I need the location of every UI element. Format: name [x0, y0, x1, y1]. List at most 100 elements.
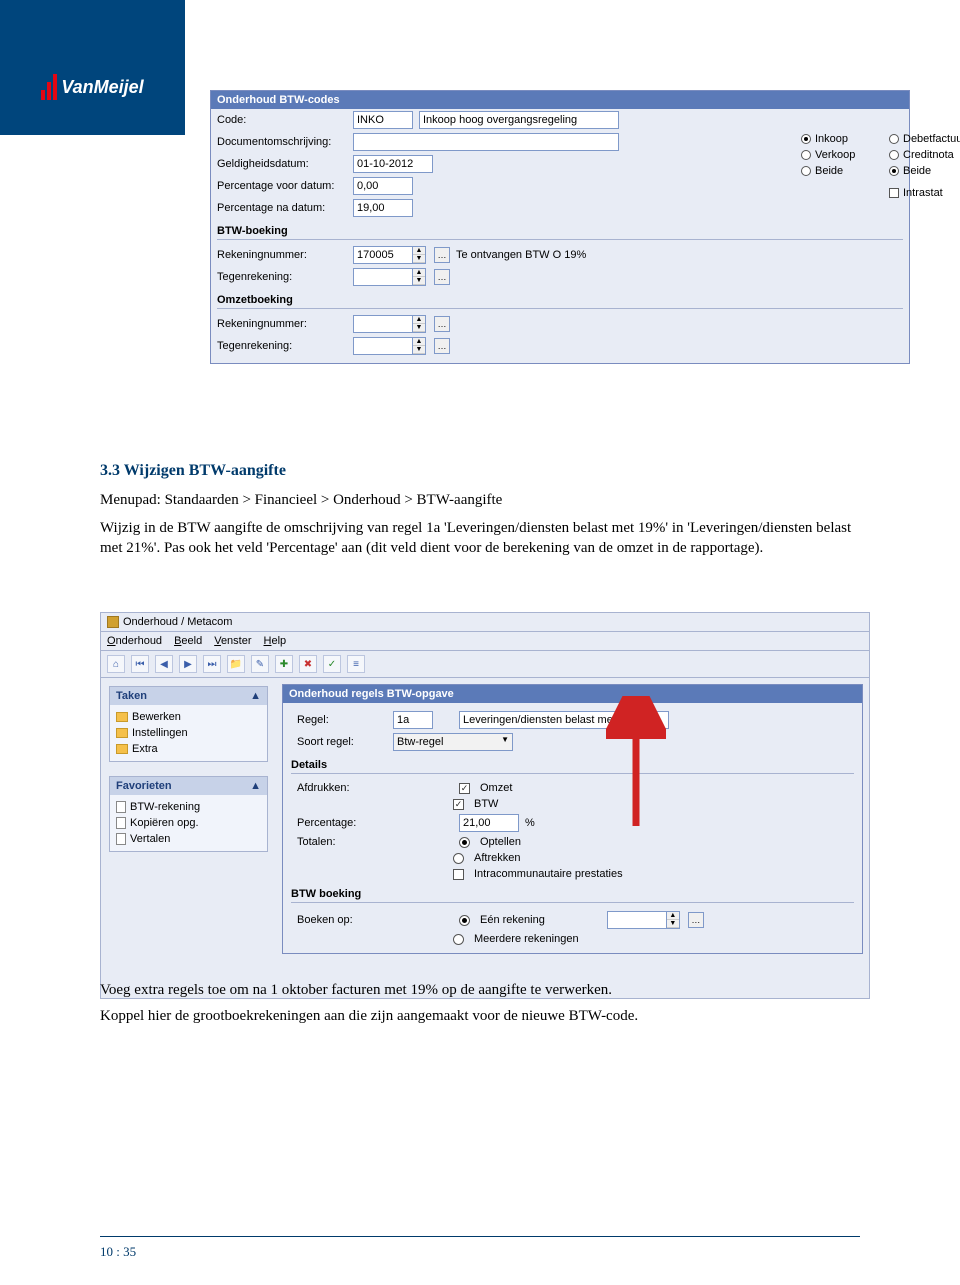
- subheader-btw-boeking: BTW-boeking: [211, 219, 909, 239]
- radio-meerdere-rekeningen[interactable]: [453, 934, 464, 945]
- stepper-up-icon[interactable]: ▲: [413, 247, 425, 255]
- input-code-desc[interactable]: [419, 111, 619, 129]
- input-documentomschrijving[interactable]: [353, 133, 619, 151]
- taken-item-extra[interactable]: Extra: [116, 741, 261, 757]
- input-btw-rekeningnummer[interactable]: [353, 246, 413, 264]
- paragraph-extra-regels: Voeg extra regels toe om na 1 oktober fa…: [100, 980, 870, 1000]
- select-soort-regel[interactable]: [393, 733, 513, 751]
- toolbar-next-icon[interactable]: ▶: [179, 655, 197, 673]
- collapse-icon[interactable]: ▲: [250, 690, 261, 702]
- page-number: 10 : 35: [100, 1244, 136, 1260]
- input-omzet-tegenrekening[interactable]: [353, 337, 413, 355]
- label-btw-rekeningnummer: Rekeningnummer:: [217, 249, 347, 261]
- logo-bars-icon: [41, 74, 57, 100]
- toolbar-home-icon[interactable]: ⌂: [107, 655, 125, 673]
- taken-item-bewerken[interactable]: Bewerken: [116, 709, 261, 725]
- subheader-btw-boeking2: BTW boeking: [291, 882, 854, 902]
- toolbar-open-icon[interactable]: 📁: [227, 655, 245, 673]
- label-afdrukken: Afdrukken:: [297, 782, 387, 794]
- input-boeken-rekening[interactable]: [607, 911, 667, 929]
- input-percentage[interactable]: [459, 814, 519, 832]
- checkbox-omzet[interactable]: [459, 783, 470, 794]
- fav-item-btw-rekening[interactable]: BTW-rekening: [116, 799, 261, 815]
- label-soort-regel: Soort regel:: [297, 736, 387, 748]
- fav-item-vertalen[interactable]: Vertalen: [116, 831, 261, 847]
- paragraph-instructions: Wijzig in de BTW aangifte de omschrijvin…: [100, 518, 870, 559]
- taken-item-instellingen[interactable]: Instellingen: [116, 725, 261, 741]
- chevron-down-icon[interactable]: ▼: [501, 735, 509, 744]
- label-perc-voor: Percentage voor datum:: [217, 180, 347, 192]
- radio-group-debet-credit: Debetfactuur Creditnota Beide Intrastat: [889, 133, 960, 199]
- input-omzet-rekeningnummer[interactable]: [353, 315, 413, 333]
- toolbar-add-icon[interactable]: ✚: [275, 655, 293, 673]
- panel-onderhoud-btw-codes: Onderhoud BTW-codes Inkoop Verkoop Beide…: [210, 90, 910, 364]
- radio-inkoop[interactable]: [801, 134, 811, 144]
- section-heading: 3.3 Wijzigen BTW-aangifte: [100, 460, 870, 482]
- menu-beeld[interactable]: Beeld: [174, 635, 202, 647]
- label-totalen: Totalen:: [297, 836, 387, 848]
- file-icon: [116, 801, 126, 813]
- lookup-omzet-tegen-button[interactable]: …: [434, 338, 450, 354]
- window-icon: [107, 616, 119, 628]
- lookup-btw-tegen-button[interactable]: …: [434, 269, 450, 285]
- radio-verkoop[interactable]: [801, 150, 811, 160]
- toolbar-edit-icon[interactable]: ✎: [251, 655, 269, 673]
- input-perc-voor[interactable]: [353, 177, 413, 195]
- toolbar-prev-icon[interactable]: ◀: [155, 655, 173, 673]
- fav-item-kopieren[interactable]: Kopiëren opg.: [116, 815, 261, 831]
- menu-help[interactable]: Help: [264, 635, 287, 647]
- panel1-title: Onderhoud BTW-codes: [211, 91, 909, 109]
- input-code[interactable]: [353, 111, 413, 129]
- input-perc-na[interactable]: [353, 199, 413, 217]
- input-btw-tegenrekening[interactable]: [353, 268, 413, 286]
- radio-creditnota[interactable]: [889, 150, 899, 160]
- label-boeken-op: Boeken op:: [297, 914, 387, 926]
- paragraph-menupad: Menupad: Standaarden > Financieel > Onde…: [100, 490, 870, 510]
- input-geldigheidsdatum[interactable]: [353, 155, 433, 173]
- lookup-btw-rek-button[interactable]: …: [434, 247, 450, 263]
- window-onderhoud-metacom: Onderhoud / Metacom Onderhoud Beeld Vens…: [100, 612, 870, 999]
- radio-beide-dc[interactable]: [889, 166, 899, 176]
- toolbar: ⌂ ⏮ ◀ ▶ ⏭ 📁 ✎ ✚ ✖ ✓ ≡: [101, 651, 869, 678]
- label-geldigheidsdatum: Geldigheidsdatum:: [217, 158, 347, 170]
- box-taken: Taken▲ Bewerken Instellingen Extra: [109, 686, 268, 762]
- radio-beide-iv[interactable]: [801, 166, 811, 176]
- label-omzet-tegenrekening: Tegenrekening:: [217, 340, 347, 352]
- paragraph-koppel: Koppel hier de grootboekrekeningen aan d…: [100, 1006, 870, 1026]
- menu-onderhoud[interactable]: Onderhoud: [107, 635, 162, 647]
- footer-divider: [100, 1236, 860, 1237]
- radio-een-rekening[interactable]: [459, 915, 470, 926]
- checkbox-btw[interactable]: [453, 799, 464, 810]
- lookup-boeken-button[interactable]: …: [688, 912, 704, 928]
- folder-icon: [116, 744, 128, 754]
- label-percentage: Percentage:: [297, 817, 387, 829]
- radio-group-inkoop-verkoop: Inkoop Verkoop Beide: [801, 133, 855, 177]
- collapse-icon[interactable]: ▲: [250, 780, 261, 792]
- label-code: Code:: [217, 114, 347, 126]
- inner-panel-title: Onderhoud regels BTW-opgave: [283, 685, 862, 703]
- subheader-details: Details: [291, 753, 854, 773]
- stepper-down-icon[interactable]: ▼: [413, 255, 425, 263]
- input-regel[interactable]: [393, 711, 433, 729]
- checkbox-intracommunautaire[interactable]: [453, 869, 464, 880]
- label-regel: Regel:: [297, 714, 387, 726]
- label-perc-na: Percentage na datum:: [217, 202, 347, 214]
- input-regel-desc[interactable]: [459, 711, 669, 729]
- radio-debetfactuur[interactable]: [889, 134, 899, 144]
- toolbar-last-icon[interactable]: ⏭: [203, 655, 221, 673]
- panel-onderhoud-regels: Onderhoud regels BTW-opgave Regel: Soort…: [282, 684, 863, 954]
- menu-venster[interactable]: Venster: [214, 635, 251, 647]
- toolbar-confirm-icon[interactable]: ✓: [323, 655, 341, 673]
- toolbar-first-icon[interactable]: ⏮: [131, 655, 149, 673]
- lookup-omzet-rek-button[interactable]: …: [434, 316, 450, 332]
- box-favorieten: Favorieten▲ BTW-rekening Kopiëren opg. V…: [109, 776, 268, 852]
- subheader-omzetboeking: Omzetboeking: [211, 288, 909, 308]
- toolbar-delete-icon[interactable]: ✖: [299, 655, 317, 673]
- logo-block: VanMeijel: [0, 0, 185, 135]
- toolbar-list-icon[interactable]: ≡: [347, 655, 365, 673]
- folder-icon: [116, 728, 128, 738]
- checkbox-intrastat[interactable]: [889, 188, 899, 198]
- radio-optellen[interactable]: [459, 837, 470, 848]
- radio-aftrekken[interactable]: [453, 853, 464, 864]
- label-btw-tegenrekening: Tegenrekening:: [217, 271, 347, 283]
